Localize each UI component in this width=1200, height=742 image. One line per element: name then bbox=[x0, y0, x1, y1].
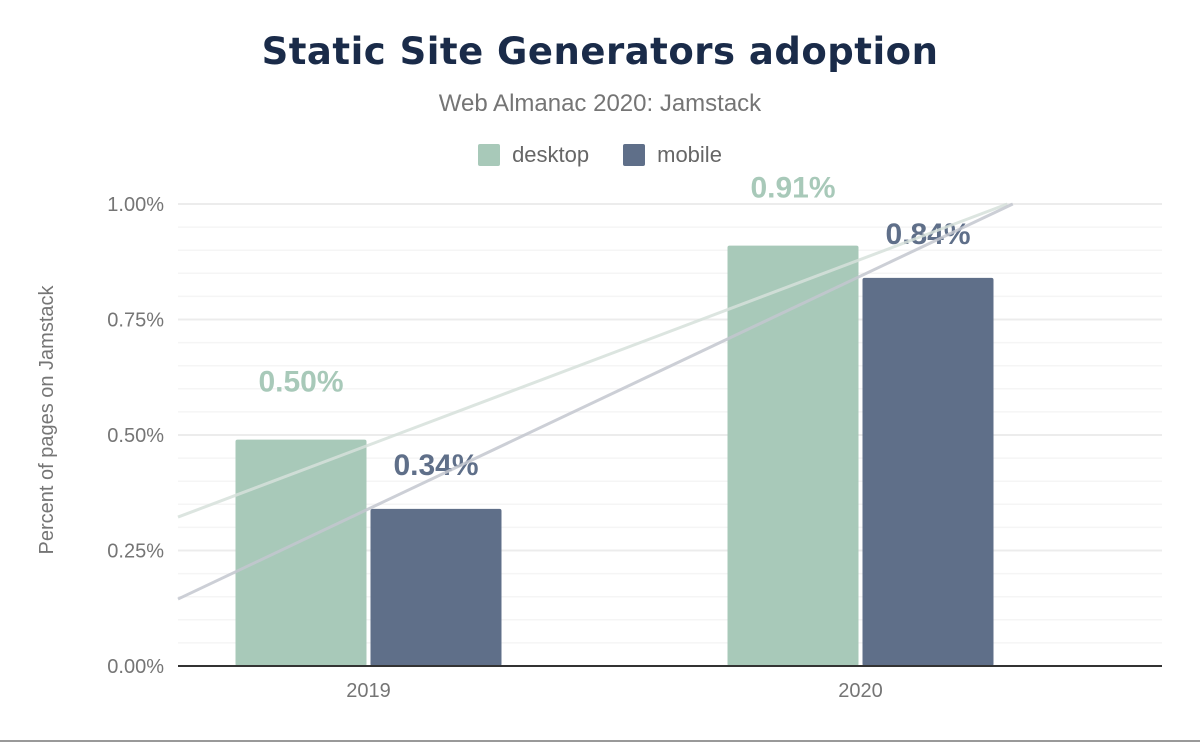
data-label: 0.50% bbox=[258, 366, 343, 399]
legend-swatch-mobile bbox=[623, 144, 646, 166]
y-tick-label: 0.00% bbox=[107, 656, 164, 678]
y-tick-label: 0.50% bbox=[107, 425, 164, 447]
legend-item-mobile[interactable]: mobile bbox=[623, 142, 722, 168]
x-tick-label: 2020 bbox=[838, 680, 883, 702]
legend-label: mobile bbox=[657, 142, 722, 167]
legend: desktop mobile bbox=[0, 142, 1200, 168]
y-axis-label: Percent of pages on Jamstack bbox=[36, 284, 58, 554]
y-tick-label: 1.00% bbox=[107, 194, 164, 216]
legend-item-desktop[interactable]: desktop bbox=[478, 142, 589, 168]
chart-title: Static Site Generators adoption bbox=[261, 30, 939, 73]
y-tick-label: 0.75% bbox=[107, 310, 164, 332]
chart-subtitle: Web Almanac 2020: Jamstack bbox=[438, 90, 762, 117]
bar-mobile-2019 bbox=[370, 508, 502, 666]
bar-desktop-2019 bbox=[235, 439, 367, 666]
bar-mobile-2020 bbox=[862, 277, 994, 666]
x-tick-label: 2019 bbox=[346, 680, 391, 702]
legend-swatch-desktop bbox=[478, 144, 501, 166]
trendline-desktop bbox=[177, 202, 1008, 519]
trendline-mobile bbox=[177, 202, 1014, 601]
bar-desktop-2020 bbox=[727, 245, 859, 666]
bottom-divider bbox=[0, 740, 1200, 742]
y-tick-label: 0.25% bbox=[107, 541, 164, 563]
legend-label: desktop bbox=[512, 142, 590, 167]
data-label: 0.91% bbox=[750, 172, 835, 205]
